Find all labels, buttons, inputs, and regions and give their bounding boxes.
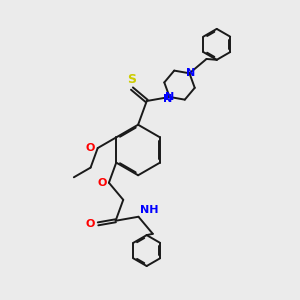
Text: N: N (165, 92, 174, 102)
Text: N: N (186, 68, 196, 78)
Text: S: S (128, 73, 136, 86)
Text: NH: NH (140, 205, 158, 215)
Text: O: O (86, 219, 95, 229)
Text: O: O (86, 143, 95, 153)
Text: N: N (163, 94, 172, 104)
Text: O: O (97, 178, 106, 188)
